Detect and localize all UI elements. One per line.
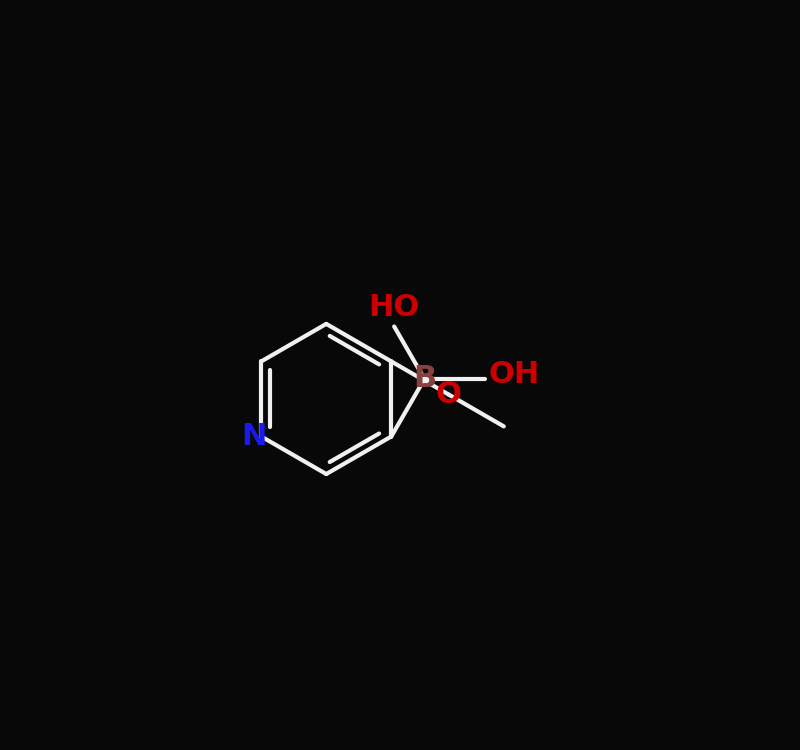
Text: HO: HO xyxy=(369,292,420,322)
Text: B: B xyxy=(413,364,436,394)
Text: OH: OH xyxy=(488,360,539,388)
Text: O: O xyxy=(436,380,462,410)
Text: N: N xyxy=(242,422,267,451)
